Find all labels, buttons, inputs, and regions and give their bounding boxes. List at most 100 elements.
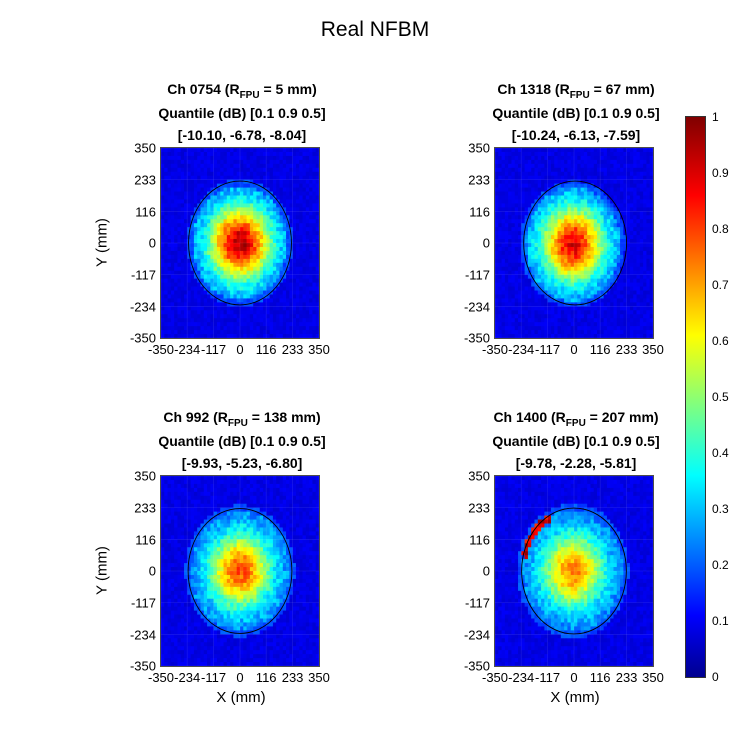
heat-cell: [279, 187, 284, 192]
heat-cell: [534, 207, 539, 212]
heat-cell: [200, 207, 205, 212]
heat-cell: [636, 294, 641, 299]
heat-cell: [508, 282, 512, 287]
heat-cell: [544, 278, 549, 283]
heat-cell: [587, 199, 591, 204]
heat-cell: [266, 215, 271, 220]
heat-cell: [292, 223, 297, 228]
heat-cell: [302, 266, 307, 272]
heat-cell: [177, 630, 182, 635]
heat-cell: [269, 270, 274, 276]
heat-cell: [636, 167, 641, 173]
heat-cell: [518, 179, 522, 185]
heat-cell: [170, 578, 175, 584]
heat-cell: [259, 203, 264, 208]
heat-cell: [305, 215, 310, 220]
heat-cell: [501, 286, 506, 291]
heat-cell: [295, 199, 300, 204]
heat-cell: [299, 266, 303, 272]
heat-cell: [266, 294, 271, 299]
heat-cell: [305, 171, 310, 177]
heat-cell: [180, 483, 185, 489]
heat-cell: [531, 314, 535, 319]
heat-cell: [616, 175, 621, 181]
heat-cell: [504, 302, 509, 307]
heat-cell: [593, 262, 598, 268]
heat-cell: [580, 151, 585, 157]
heat-cell: [302, 148, 307, 153]
heat-cell: [184, 278, 188, 283]
heat-cell: [554, 294, 558, 299]
heat-cell: [498, 334, 502, 338]
heat-cell: [567, 278, 572, 283]
heat-cell: [305, 223, 310, 228]
heat-cell: [193, 266, 198, 272]
y-tick-label: 233: [134, 172, 156, 188]
heat-cell: [495, 318, 499, 323]
heat-cell: [649, 318, 653, 323]
heat-cell: [187, 215, 192, 220]
heat-cell: [521, 187, 526, 192]
panel-quantile-values: [-9.93, -5.23, -6.80]: [181, 455, 303, 471]
heat-cell: [226, 171, 231, 177]
heat-cell: [557, 227, 562, 232]
heat-cell: [263, 302, 267, 307]
panel-3: Ch 992 (RFPU = 138 mm) Quantile (dB) [0.1…: [94, 409, 462, 749]
heat-cell: [639, 151, 644, 157]
heat-cell: [256, 175, 261, 181]
heat-cell: [610, 270, 614, 276]
heat-cell: [508, 243, 512, 248]
heat-cell: [213, 203, 218, 208]
heat-cell: [623, 148, 628, 153]
heat-cell: [495, 199, 499, 204]
heat-cell: [309, 148, 313, 153]
heat-cell: [170, 187, 175, 192]
heat-cell: [564, 191, 568, 196]
heat-cell: [590, 155, 595, 161]
heat-cell: [164, 598, 168, 604]
heat-cell: [629, 330, 634, 335]
heat-cell: [184, 246, 188, 252]
heat-cell: [643, 290, 647, 295]
heat-cell: [299, 191, 303, 196]
heat-cell: [636, 246, 641, 252]
heat-cell: [272, 310, 277, 315]
heat-cell: [527, 219, 532, 224]
heat-cell: [161, 207, 165, 212]
heat-cell: [583, 148, 588, 153]
heat-cell: [240, 262, 244, 268]
heat-cell: [279, 175, 284, 181]
heat-cell: [167, 151, 172, 157]
heat-cell: [560, 187, 565, 192]
heat-cell: [246, 155, 251, 161]
heat-cell: [629, 179, 634, 185]
heat-cell: [236, 191, 241, 196]
heat-cell: [249, 239, 254, 244]
heat-cell: [167, 219, 172, 224]
heat-cell: [547, 334, 552, 338]
heat-cell: [534, 270, 539, 276]
heat-cell: [626, 334, 631, 338]
heat-cell: [286, 246, 290, 252]
heat-cell: [606, 250, 611, 256]
heat-cell: [302, 282, 307, 287]
heat-cell: [253, 262, 257, 268]
heat-cell: [534, 231, 539, 236]
heat-cell: [606, 171, 611, 177]
heat-cell: [649, 250, 653, 256]
heat-cell: [223, 326, 228, 331]
heat-cell: [511, 211, 516, 216]
heat-cell: [272, 223, 277, 228]
heat-cell: [616, 306, 621, 311]
heat-cell: [544, 290, 549, 295]
heat-cell: [243, 318, 247, 323]
heat-cell: [590, 302, 595, 307]
heat-cell: [200, 254, 205, 260]
heat-cell: [577, 274, 581, 280]
heat-cell: [164, 551, 168, 556]
heat-cell: [616, 326, 621, 331]
heat-cell: [606, 290, 611, 295]
heat-cell: [266, 254, 271, 260]
heat-cell: [272, 199, 277, 204]
heat-cell: [574, 270, 578, 276]
